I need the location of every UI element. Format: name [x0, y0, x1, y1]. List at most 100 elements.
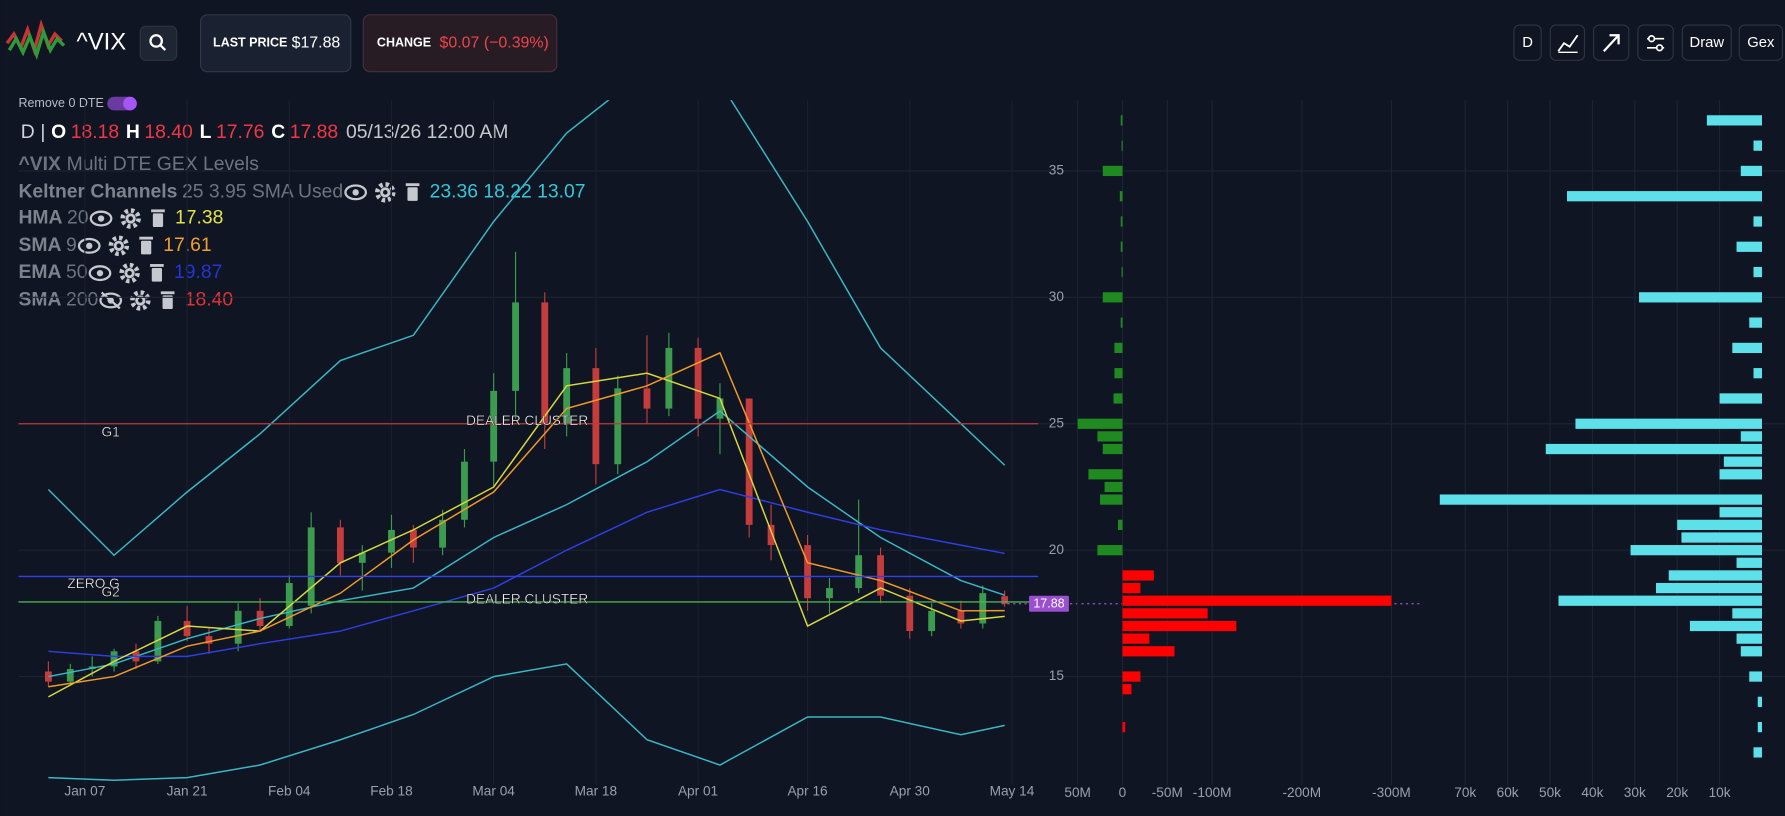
eye-pupil	[352, 189, 359, 196]
eye-icon	[88, 265, 112, 282]
show-button[interactable]	[99, 291, 123, 310]
eye-icon	[99, 292, 123, 309]
draw-button[interactable]: Draw	[1681, 24, 1732, 61]
candle-body	[358, 552, 366, 563]
gex-bar	[1740, 165, 1762, 177]
search-button[interactable]	[139, 25, 178, 61]
gex-bar	[1689, 620, 1762, 632]
x-tick-label: 70k	[1454, 785, 1476, 800]
trash-icon	[141, 240, 152, 255]
change-box	[362, 14, 558, 73]
ohlc-separator: |	[40, 121, 45, 143]
gex-bar	[1102, 292, 1123, 303]
x-tick-label: Feb 18	[370, 784, 412, 799]
x-tick-label: 30k	[1624, 785, 1646, 800]
hide-button[interactable]	[89, 210, 113, 227]
gex-bar	[1122, 582, 1141, 594]
ohlc-interval: D	[21, 121, 35, 143]
indicator-name: HMA 20	[18, 207, 88, 229]
candle-body	[826, 588, 833, 599]
trash-icon	[151, 268, 163, 282]
settings-button[interactable]	[1637, 24, 1674, 61]
candle-body	[183, 620, 191, 637]
candle-body	[643, 388, 651, 409]
gex-bar	[1100, 494, 1123, 505]
remove-0dte-label: Remove 0 DTE	[18, 96, 103, 110]
gex-bar	[1753, 266, 1762, 278]
candle-body	[66, 668, 74, 682]
indicator-controls	[77, 235, 153, 257]
candle-body	[461, 461, 468, 520]
candle-body	[110, 651, 118, 667]
gex-level-label: DEALER CLUSTER	[466, 413, 588, 428]
candle-body	[307, 527, 315, 606]
settings-button[interactable]	[375, 182, 396, 203]
remove-0dte-toggle[interactable]	[107, 96, 137, 111]
gex-bar	[1723, 456, 1762, 467]
gex-bar	[1102, 165, 1123, 177]
delete-button[interactable]	[160, 291, 175, 309]
ohlc-line: D | O 18.18 H 18.40 L 17.76 C 17.88 05/13/26 12:00…	[21, 121, 509, 143]
x-tick-label: -200M	[1282, 785, 1321, 800]
x-tick-label: Mar 04	[472, 784, 515, 799]
settings-button[interactable]	[108, 235, 130, 257]
x-tick-label: -50M	[1152, 785, 1183, 800]
delete-button[interactable]	[151, 209, 165, 228]
candle-body	[928, 610, 936, 632]
gex-bar	[1102, 443, 1123, 455]
x-tick-label: 20k	[1666, 785, 1688, 800]
interval-button[interactable]: D	[1513, 24, 1542, 61]
gex-bar	[1439, 494, 1762, 505]
y-tick-label: 20	[1049, 542, 1065, 557]
indicator-value: 17.38	[175, 207, 223, 229]
gex-bar	[1077, 418, 1123, 429]
ohlc-o-label: O	[51, 121, 66, 143]
gex-bar	[1677, 519, 1762, 530]
x-tick-label: 50M	[1064, 785, 1091, 800]
gex-bar	[1558, 595, 1762, 606]
indicator-name: SMA 9	[18, 234, 76, 256]
gex-bar	[1736, 557, 1762, 568]
gex-button[interactable]: Gex	[1738, 24, 1784, 61]
candle-body	[665, 347, 673, 409]
ohlc-low: 17.76	[216, 121, 264, 143]
hide-button[interactable]	[344, 184, 368, 201]
indicator-line	[47, 100, 1006, 557]
gear-hole	[138, 298, 143, 303]
gex-bar	[1749, 671, 1762, 682]
indicator-value: 19.87	[174, 261, 222, 283]
delete-button[interactable]	[150, 264, 164, 282]
candle-body	[804, 545, 811, 599]
indicator-value: 23.36 18.22 13.07	[430, 180, 586, 202]
gex-bar	[1545, 443, 1762, 455]
ohlc-h-label: H	[126, 121, 140, 143]
last-price: $17.88	[292, 34, 341, 51]
gex-level-label: G2	[102, 584, 120, 599]
indicator-line	[48, 663, 1005, 782]
delete-button[interactable]	[139, 236, 153, 255]
gex-bar	[1630, 545, 1762, 556]
change: $0.07 (−0.39%)	[440, 34, 549, 51]
candle-body	[979, 593, 987, 624]
gex-bar	[1122, 722, 1126, 733]
trend-button[interactable]	[1592, 24, 1630, 61]
x-tick-label: Apr 01	[678, 784, 718, 799]
study-title: ^VIX Multi DTE GEX Levels	[18, 153, 258, 175]
trash-icon	[152, 213, 164, 228]
settings-button[interactable]	[120, 208, 141, 229]
indicator-name: EMA 50	[18, 261, 87, 283]
gex-bar	[1566, 191, 1762, 202]
hide-button[interactable]	[88, 265, 112, 282]
indicators-button[interactable]	[1549, 24, 1586, 61]
hide-button[interactable]	[77, 237, 101, 254]
indicator-line	[48, 351, 1005, 688]
gex-bar	[1120, 216, 1123, 227]
candle-body	[614, 388, 622, 465]
gex-bar	[1097, 431, 1123, 442]
price-tag-box	[1029, 595, 1069, 612]
ohlc-open: 18.18	[71, 121, 119, 143]
delete-button[interactable]	[405, 183, 420, 201]
indicator-controls	[344, 182, 420, 203]
gear-icon	[120, 208, 141, 229]
